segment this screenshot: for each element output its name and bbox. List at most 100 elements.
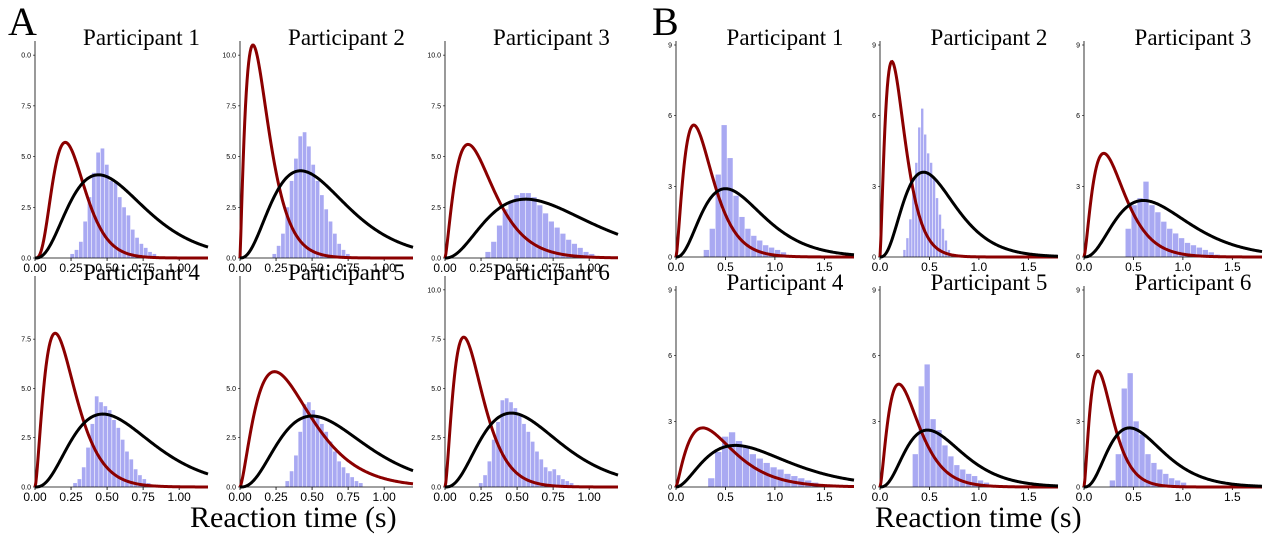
y-tick-label: 6 [668, 113, 672, 120]
histogram-bar [337, 243, 342, 258]
histogram-bar [502, 209, 508, 258]
subplot-title: Participant 5 [931, 270, 1048, 295]
histogram-bar [491, 241, 497, 258]
histogram-bar [1196, 247, 1203, 257]
series-line-black [675, 443, 855, 489]
y-tick-label: 5.0 [226, 386, 236, 393]
subplot-a-2: 0.00 0.25 0.50 0.75 1.00 0.0 2.5 5.0 7.5 10.0 Part… [222, 25, 414, 275]
series-line-red [1082, 369, 1262, 489]
y-tick-label: 9 [668, 43, 672, 50]
histogram-bar [526, 431, 531, 487]
histogram-bar [721, 436, 729, 487]
series-line-black [675, 187, 855, 259]
y-tick-label: 2.5 [431, 205, 441, 212]
histogram-bar [320, 195, 324, 258]
subplot-b-1: 0.0 0.5 1.0 1.5 0 3 6 9 Participant 1 [668, 25, 855, 274]
histogram-bar [87, 197, 92, 258]
histogram-bar [148, 251, 152, 258]
histogram-bar [324, 431, 329, 487]
x-tick-label: 0.0 [668, 490, 685, 504]
x-tick-label: 0.50 [95, 490, 119, 504]
x-tick-label: 0.00 [23, 490, 47, 504]
histogram-bar [749, 454, 756, 487]
x-tick-label: 0.50 [505, 490, 529, 504]
y-tick-label: 9 [668, 288, 672, 295]
histogram-bar [104, 164, 109, 258]
x-tick-label: 1.0 [1175, 260, 1192, 274]
series-line-red [443, 142, 619, 260]
series-line-black [240, 414, 414, 489]
subplot-title: Participant 3 [493, 25, 610, 50]
histogram-bar [571, 243, 578, 258]
y-tick-label: 7.5 [431, 103, 441, 110]
series-line-red [33, 331, 208, 489]
y-tick-label: 2.5 [226, 205, 236, 212]
x-tick-label: 0.0 [1076, 260, 1093, 274]
y-tick-label: 9 [872, 288, 876, 295]
histogram-bar [742, 447, 750, 487]
histogram-bar [566, 239, 572, 258]
histogram-bar [298, 431, 303, 487]
x-tick-label: 0.5 [921, 490, 938, 504]
subplot-a-4: 0.00 0.25 0.50 0.75 1.00 0.0 2.5 5.0 7.5 Particip… [21, 260, 209, 504]
histogram-bar [311, 164, 316, 258]
histogram-bar [504, 398, 509, 487]
histogram-bar [70, 253, 75, 258]
histogram-bar [90, 423, 95, 487]
y-tick-label: 9 [1076, 288, 1080, 295]
y-tick-label: 0.0 [226, 485, 236, 492]
y-tick-label: 3 [1076, 184, 1080, 191]
x-tick-label: 0.50 [300, 490, 324, 504]
panel-letter-a: A [8, 0, 37, 44]
histogram-bar [487, 461, 492, 487]
histogram-bar [918, 386, 924, 487]
x-tick-label: 1.0 [767, 490, 784, 504]
x-tick-label: 0.25 [264, 261, 288, 275]
histogram-bar [491, 439, 496, 487]
x-axis-title-b: Reaction time (s) [875, 501, 1082, 534]
histogram-bar [539, 459, 544, 487]
histogram-bar [332, 233, 337, 258]
y-tick-label: 2.5 [226, 435, 236, 442]
histogram-bar [757, 240, 763, 257]
histogram-bar [320, 423, 324, 487]
y-tick-label: 10.0 [427, 53, 441, 60]
histogram-bar [478, 483, 483, 487]
histogram-bar [120, 439, 125, 487]
histogram-bar [1178, 238, 1185, 257]
x-tick-label: 0.25 [59, 490, 83, 504]
x-tick-label: 1.00 [577, 261, 601, 275]
x-tick-label: 1.5 [1020, 490, 1037, 504]
histogram-bar [1109, 480, 1116, 487]
y-tick-label: 0 [872, 485, 876, 492]
histogram-bar [294, 158, 298, 258]
histogram-bar [548, 221, 554, 258]
histogram-bar [74, 249, 79, 258]
histogram-bar [936, 430, 942, 487]
histogram-bar [921, 108, 924, 257]
y-tick-label: 0.0 [21, 485, 31, 492]
y-tick-label: 7.5 [21, 103, 31, 110]
histogram-bar [577, 247, 583, 258]
histogram-bar [94, 396, 99, 487]
histogram-bar [1169, 478, 1175, 487]
histogram-bar [496, 225, 503, 258]
histogram-bar [100, 148, 105, 258]
y-tick-label: 0 [872, 255, 876, 262]
histogram-bar [1131, 205, 1137, 257]
subplot-b-2: 0.0 0.5 1.0 1.5 0 3 6 9 Participant 2 [872, 25, 1059, 274]
series-line-black [879, 428, 1059, 489]
histogram-bar [96, 152, 100, 258]
y-tick-label: 9 [872, 43, 876, 50]
histogram-bar [519, 193, 526, 258]
histogram-bar [513, 408, 518, 487]
histogram-bar [517, 416, 522, 487]
histogram-bar [926, 153, 930, 257]
histogram-bar [560, 233, 566, 258]
y-tick-label: 3 [1076, 419, 1080, 426]
x-tick-label: 1.00 [372, 490, 396, 504]
histogram-bar [1174, 480, 1181, 487]
y-tick-label: 6 [872, 353, 876, 360]
series-line-red [34, 140, 208, 260]
histogram-bar [129, 459, 134, 487]
